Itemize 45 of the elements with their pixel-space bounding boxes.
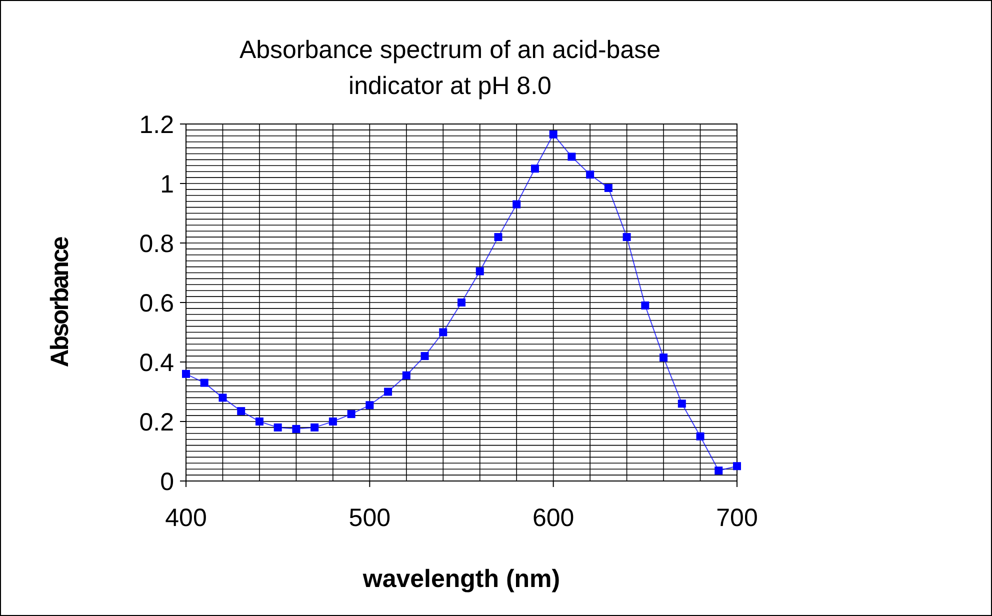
point	[530, 164, 539, 173]
point	[347, 410, 356, 418]
point	[660, 354, 668, 362]
x-tick-label: 500	[348, 504, 391, 532]
y-axis-title: Absorbance	[46, 236, 74, 368]
point	[586, 170, 594, 179]
point	[604, 184, 612, 192]
point	[328, 418, 337, 426]
point	[622, 233, 631, 242]
y-tick-label: 0.8	[139, 230, 174, 258]
y-tick-label: 0.6	[139, 289, 174, 318]
point	[255, 418, 264, 426]
point	[678, 400, 686, 408]
point	[494, 233, 502, 242]
point	[549, 130, 558, 138]
point	[512, 200, 521, 208]
point	[237, 407, 246, 416]
y-tick-label: 0.2	[139, 408, 174, 436]
point	[476, 267, 484, 276]
point	[292, 424, 300, 433]
x-tick-label: 700	[716, 504, 758, 532]
point	[439, 328, 448, 336]
point	[310, 423, 319, 432]
point	[384, 388, 392, 396]
x-tick-label: 600	[532, 504, 574, 532]
point	[458, 298, 466, 306]
point	[402, 371, 410, 380]
y-tick-label: 1	[160, 170, 174, 198]
point	[568, 152, 576, 161]
point	[182, 370, 190, 378]
point	[714, 466, 723, 475]
point	[366, 401, 374, 410]
y-tick-label: 1.2	[139, 110, 174, 139]
point	[641, 301, 650, 310]
point	[733, 462, 741, 470]
point	[218, 394, 227, 402]
point	[274, 423, 282, 432]
y-tick-label: 0.4	[139, 348, 174, 377]
point	[420, 352, 429, 360]
point	[696, 432, 704, 440]
x-tick-label: 400	[165, 504, 207, 532]
point	[200, 378, 208, 387]
x-axis-title: wavelength (nm)	[362, 565, 560, 593]
chart-title: Absorbance spectrum of an acid-base indicator at pH 8.0	[239, 36, 661, 100]
y-tick-label: 0	[160, 468, 174, 496]
